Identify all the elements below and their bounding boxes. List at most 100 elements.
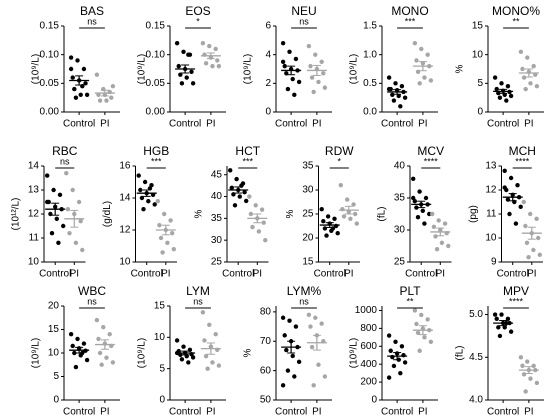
data-point (412, 308, 418, 313)
data-point (520, 363, 525, 369)
y-axis-label: % (285, 209, 296, 218)
data-point (253, 203, 258, 208)
data-point (414, 321, 419, 327)
y-tick-label: 0.00 (146, 107, 166, 118)
x-tick-label: PI (100, 119, 109, 130)
data-point (207, 322, 212, 327)
data-point (70, 343, 75, 349)
significance-label: *** (405, 16, 416, 26)
significance-label: **** (424, 156, 439, 166)
y-tick-label: 0.15 (146, 21, 166, 32)
data-point (94, 317, 100, 323)
data-point (507, 211, 512, 217)
y-tick-label: 10 (28, 257, 40, 268)
data-point (414, 205, 419, 210)
data-point (287, 318, 292, 323)
data-point (280, 59, 286, 65)
data-point (94, 72, 100, 77)
y-tick-label: 30 (394, 225, 406, 236)
x-tick-label: Control (405, 269, 437, 280)
data-point (523, 86, 528, 92)
data-point (280, 315, 286, 320)
data-point (335, 231, 340, 236)
significance-label: ns (299, 296, 309, 306)
data-point (290, 76, 295, 82)
data-point (393, 339, 398, 345)
significance-label: ns (193, 296, 203, 306)
data-point (492, 75, 498, 80)
significance-label: ns (87, 16, 97, 26)
data-point (531, 247, 536, 253)
y-tick-label: 4 (265, 49, 271, 60)
data-point (417, 189, 422, 194)
data-point (398, 370, 403, 376)
y-tick-label: 5 (477, 78, 483, 89)
data-point (216, 363, 222, 368)
y-tick-label: 20 (48, 301, 60, 312)
data-point (203, 61, 209, 66)
data-point (45, 199, 50, 205)
data-point (242, 189, 247, 195)
x-tick-label: Control (314, 269, 346, 280)
significance-label: * (337, 156, 341, 166)
data-point (107, 332, 112, 337)
data-point (49, 231, 55, 236)
y-axis-label: (10¹²/L) (11, 198, 22, 231)
data-point (181, 49, 186, 54)
panel-title: RBC (52, 144, 78, 158)
panel-title: HGB (143, 144, 169, 158)
data-point (420, 208, 426, 213)
y-tick-label: 0.10 (146, 49, 166, 60)
y-axis-label: (10⁹/L) (31, 54, 42, 84)
x-tick-label: Control (169, 119, 201, 130)
panel-title: HCT (235, 144, 260, 158)
data-point (178, 352, 183, 358)
data-point (203, 353, 209, 359)
y-tick-label: 12 (119, 225, 131, 236)
data-point (524, 240, 530, 245)
y-tick-label: 0 (53, 395, 59, 406)
data-point (45, 173, 50, 178)
data-point (505, 84, 511, 89)
y-tick-label: 0.05 (146, 78, 166, 89)
data-point (237, 194, 243, 199)
data-point (422, 75, 427, 80)
data-point (427, 211, 432, 217)
data-point (399, 84, 405, 89)
panel-title: PLT (399, 284, 421, 298)
data-point (234, 176, 239, 182)
data-point (296, 359, 302, 365)
data-point (330, 226, 336, 231)
data-point (419, 312, 424, 318)
x-tick-label: PI (206, 119, 215, 130)
significance-label: *** (151, 156, 162, 166)
y-axis-label: (fL) (455, 346, 466, 361)
y-tick-label: 15 (472, 21, 484, 32)
data-point (186, 360, 191, 365)
data-point (256, 229, 262, 234)
x-tick-label: PI (70, 269, 79, 280)
data-point (285, 368, 291, 373)
data-point (386, 333, 392, 338)
data-point (515, 183, 520, 188)
data-point (417, 348, 422, 353)
x-tick-label: Control (275, 119, 307, 130)
x-tick-label: Control (39, 269, 71, 280)
y-tick-label: 4.5 (469, 352, 483, 363)
data-point (316, 79, 321, 85)
panel-title: LYM% (287, 284, 322, 298)
y-tick-label: 10 (154, 332, 166, 343)
y-tick-label: 11 (486, 209, 497, 220)
y-tick-label: 4.0 (469, 395, 483, 406)
data-point (296, 79, 302, 85)
y-tick-label: 25 (394, 257, 406, 268)
data-point (391, 98, 397, 103)
data-point (247, 194, 252, 199)
data-point (316, 362, 321, 367)
y-tick-label: 30 (211, 235, 223, 246)
data-point (518, 355, 524, 360)
data-point (190, 355, 196, 360)
x-tick-label: PI (161, 269, 170, 280)
panel-title: BAS (80, 4, 104, 18)
data-point (84, 92, 90, 98)
